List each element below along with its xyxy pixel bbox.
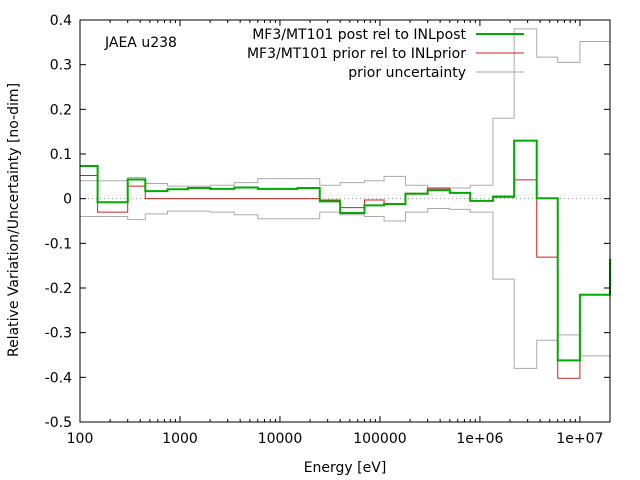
series-1-line [80,174,611,379]
legend-label-0: MF3/MT101 post rel to INLpost [252,27,466,43]
series-0-line [80,139,611,362]
ticks-layer [79,19,610,423]
x-tick-label: 1000 [162,431,198,447]
legend-label-2: prior uncertainty [348,65,466,81]
x-tick-label: 1e+06 [456,431,503,447]
x-axis-title: Energy [eV] [304,460,387,476]
y-tick-label: -0.2 [45,281,72,297]
x-tick-label: 10000 [258,431,303,447]
y-tick-label: 0.3 [50,58,72,74]
y-tick-label: 0.4 [50,13,72,29]
annotation-label: JAEA u238 [104,35,177,51]
series-2-line-lower [80,207,610,369]
y-tick-label: 0.2 [50,102,72,118]
series-2-line [80,28,610,190]
y-tick-label: -0.5 [45,415,72,431]
x-tick-label: 100000 [353,431,406,447]
plot-frame [79,19,611,423]
y-tick-label: -0.3 [45,326,72,342]
y-tick-label: -0.1 [45,236,72,252]
legend: MF3/MT101 post rel to INLpost MF3/MT101 p… [247,27,524,81]
plot-border [79,19,611,423]
x-tick-label: 1e+07 [556,431,603,447]
y-tick-label: 0 [63,192,72,208]
y-tick-label: -0.4 [45,370,72,386]
legend-label-1: MF3/MT101 prior rel to INLprior [247,46,466,62]
y-tick-label: 0.1 [50,147,72,163]
y-axis-title: Relative Variation/Uncertainty [no-dim] [6,83,22,357]
series-layer [80,28,611,379]
x-tick-label: 100 [67,431,94,447]
